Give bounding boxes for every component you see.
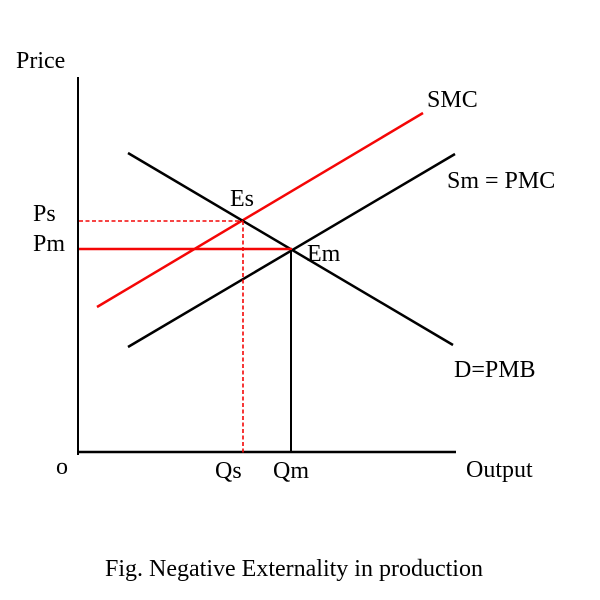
smc-curve <box>96 111 424 309</box>
smc-curve-label: SMC <box>427 87 478 113</box>
pmc-curve-label: Sm = PMC <box>447 168 555 194</box>
qm-quantity-label: Qm <box>273 458 309 484</box>
output-axis-label: Output <box>466 457 533 483</box>
pm-price-label: Pm <box>33 231 65 257</box>
origin-label: o <box>56 454 68 480</box>
em-point-label: Em <box>307 241 341 267</box>
pmb-curve-label: D=PMB <box>454 357 536 383</box>
qs-quantity-label: Qs <box>215 458 242 484</box>
es-point-label: Es <box>230 186 254 212</box>
price-axis-label: Price <box>16 48 65 74</box>
ps-price-label: Ps <box>33 201 56 227</box>
figure-caption: Fig. Negative Externality in production <box>105 556 483 582</box>
